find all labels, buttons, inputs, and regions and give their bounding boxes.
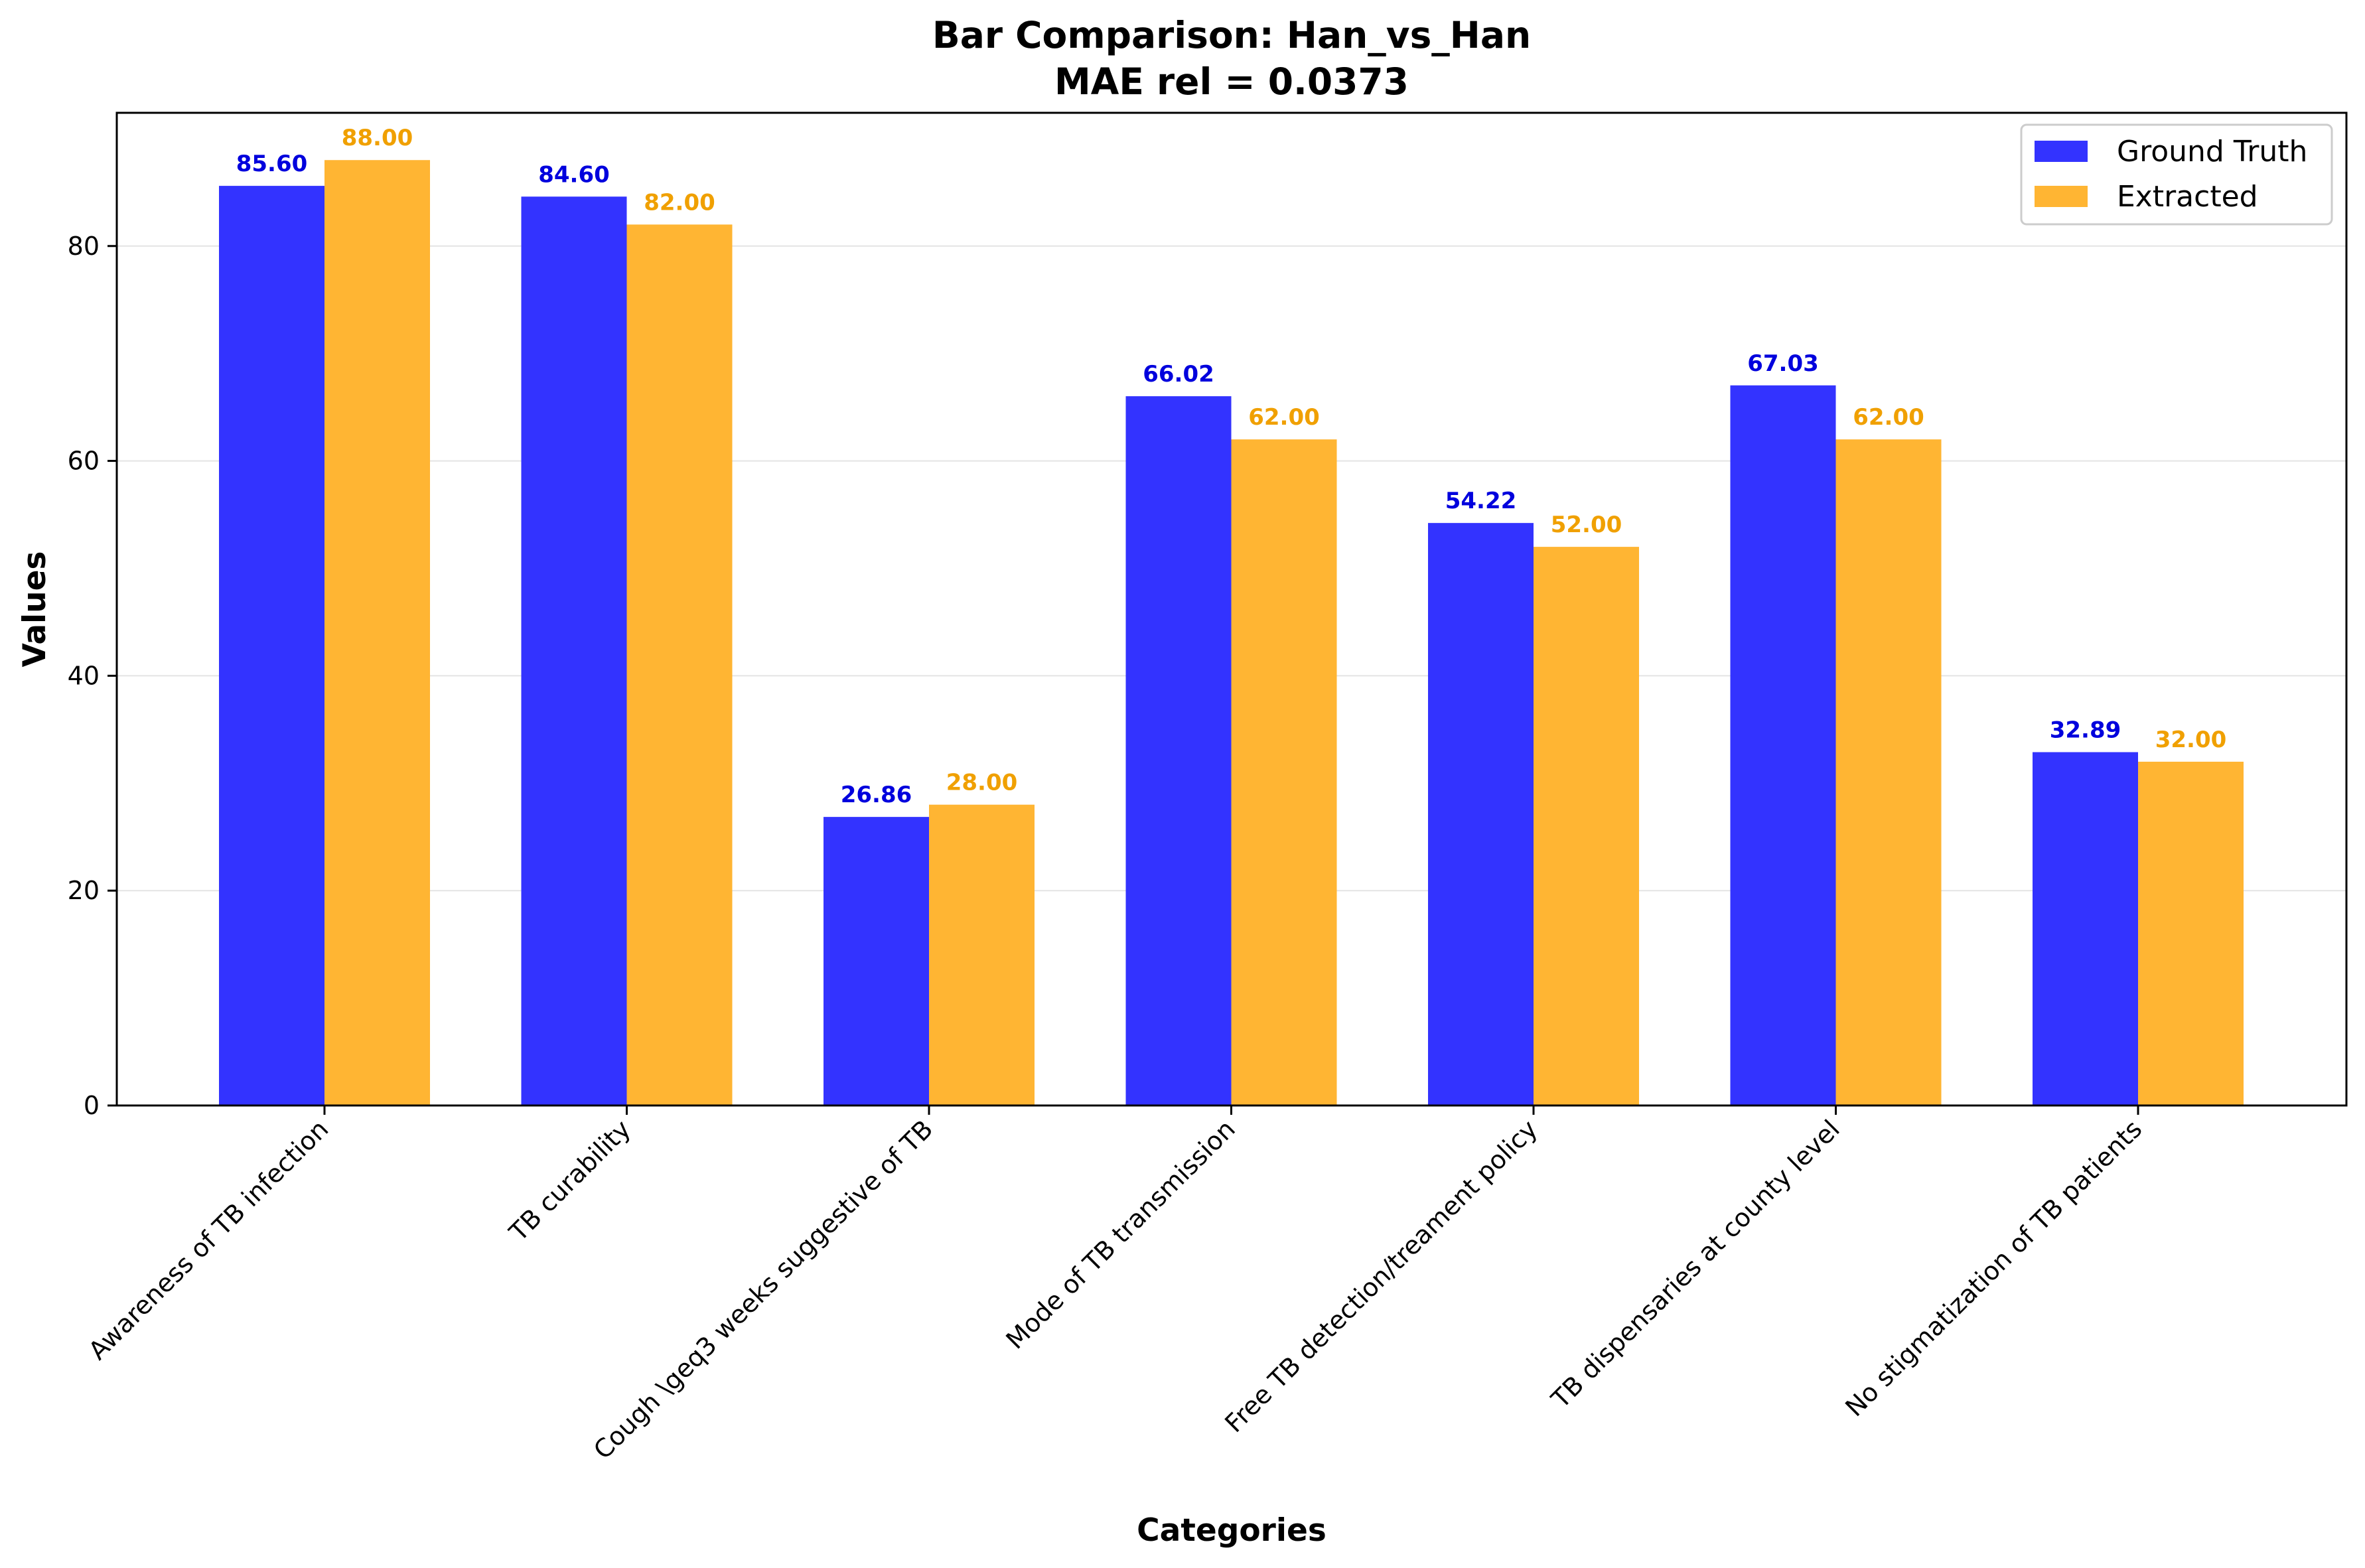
data-labels: 85.60 84.60 26.86 66.02 54.22 67.03 32.89 88.00… (236, 125, 2227, 808)
bar-extracted (929, 804, 1035, 1105)
y-tick-label: 80 (68, 232, 100, 261)
x-axis-label: Categories (1137, 1512, 1326, 1549)
bar-ground-truth (1730, 385, 1836, 1105)
x-tick-label: Mode of TB transmission (1001, 1114, 1241, 1354)
y-tick-label: 40 (68, 661, 100, 690)
data-label-extracted: 62.00 (1248, 404, 1320, 431)
bar-ground-truth (824, 817, 929, 1105)
x-tick-label: TB curability (503, 1114, 636, 1247)
y-tick-label: 60 (68, 447, 100, 476)
bar-ground-truth (1125, 396, 1232, 1105)
data-label-ground-truth: 26.86 (841, 782, 912, 808)
data-label-ground-truth: 54.22 (1445, 488, 1517, 514)
data-label-extracted: 82.00 (644, 189, 715, 216)
bar-ground-truth (219, 186, 324, 1106)
legend-swatch-ground-truth (2035, 141, 2088, 162)
legend: Ground Truth Extracted (2020, 123, 2333, 226)
data-label-extracted: 62.00 (1853, 404, 1924, 431)
chart-subtitle: MAE rel = 0.0373 (1054, 60, 1409, 103)
data-label-extracted: 52.00 (1551, 512, 1622, 538)
bar-ground-truth (521, 196, 627, 1106)
bar-extracted (2138, 761, 2244, 1105)
bar-ground-truth (2033, 752, 2138, 1105)
data-label-ground-truth: 32.89 (2050, 717, 2121, 743)
legend-swatch-extracted (2035, 186, 2088, 207)
data-label-extracted: 88.00 (342, 125, 413, 151)
y-tick-label: 20 (68, 876, 100, 905)
bar-extracted (324, 160, 430, 1106)
data-label-ground-truth: 67.03 (1747, 350, 1819, 377)
x-tick-label: No stigmatization of TB patients (1839, 1114, 2147, 1422)
y-tick-label: 0 (84, 1091, 100, 1120)
x-tick-label: Awareness of TB infection (83, 1114, 334, 1366)
bars (219, 160, 2244, 1106)
x-axis-ticks: Awareness of TB infection TB curabilityCo… (83, 1105, 2147, 1465)
bar-ground-truth (1428, 523, 1534, 1105)
data-label-extracted: 28.00 (946, 770, 1018, 796)
data-label-ground-truth: 66.02 (1143, 361, 1214, 388)
y-axis-label: Values (17, 551, 53, 668)
data-label-ground-truth: 84.60 (538, 161, 610, 188)
x-tick-label: Cough \geq3 weeks suggestive of TB (588, 1114, 938, 1464)
bar-extracted (626, 224, 733, 1105)
y-axis-ticks: 0 20 40 60 80 (68, 232, 117, 1120)
data-label-extracted: 32.00 (2155, 727, 2227, 753)
legend-box (2020, 123, 2333, 226)
bar-extracted (1835, 439, 1942, 1105)
legend-label-extracted: Extracted (2117, 180, 2258, 214)
chart-title: Bar Comparison: Han_vs_Han (932, 14, 1531, 56)
bar-extracted (1231, 439, 1337, 1105)
bar-extracted (1534, 547, 1639, 1105)
legend-label-ground-truth: Ground Truth (2117, 135, 2307, 169)
x-tick-label: TB dispensaries at county level (1545, 1114, 1845, 1414)
data-label-ground-truth: 85.60 (236, 151, 308, 177)
x-tick-label: Free TB detection/treament policy (1219, 1114, 1543, 1438)
